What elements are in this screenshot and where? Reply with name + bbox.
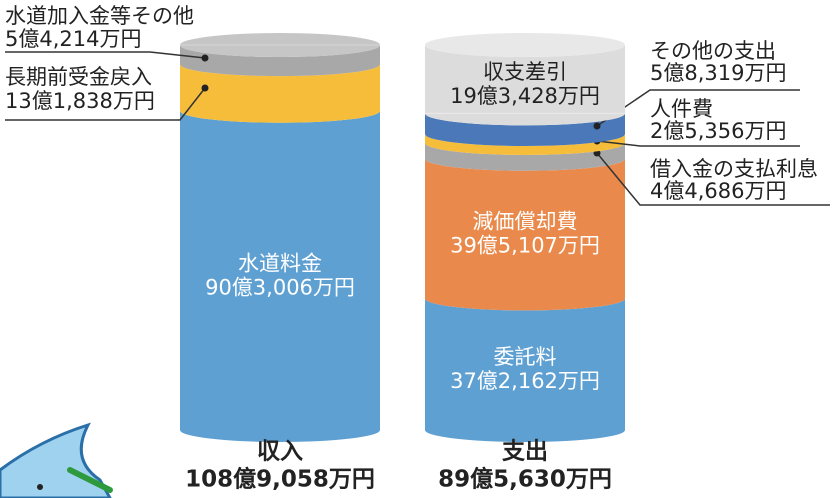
leader-dot (594, 123, 601, 130)
segment-value-label: 5億4,214万円 (5, 27, 141, 51)
segment-value-label: 39億5,107万円 (450, 234, 600, 258)
segment-name: 収支差引 (483, 60, 567, 84)
page: 水道料金90億3,006万円 長期前受金戻入13億1,838万円 水道加入金等その他… (0, 0, 835, 498)
mascot (0, 425, 110, 498)
column-total-label: 89億5,630万円 (438, 466, 612, 493)
segment-name: その他の支出 (650, 39, 776, 63)
segment-name: 長期前受金戻入 (5, 65, 152, 89)
cylinder-top (425, 33, 625, 57)
segment-name: 借入金の支払利息 (650, 157, 818, 181)
leader-dot (202, 85, 209, 92)
segment-value-label: 37億2,162万円 (450, 369, 600, 393)
segment-name: 減価償却費 (473, 210, 578, 234)
segment-value-label: 13億1,838万円 (5, 89, 155, 113)
chart: 水道料金90億3,006万円 長期前受金戻入13億1,838万円 水道加入金等その他… (0, 0, 835, 498)
segment-name: 人件費 (650, 97, 713, 121)
segment-value-label: 19億3,428万円 (450, 84, 600, 108)
column-name: 支出 (501, 439, 548, 465)
segment-name: 水道料金 (238, 251, 322, 275)
segment-value-label: 2億5,356万円 (650, 119, 786, 143)
leader-dot (202, 55, 209, 62)
segment-value-label: 4億4,686万円 (650, 179, 786, 203)
column-name: 収入 (257, 439, 303, 465)
column-total-label: 108億9,058万円 (185, 466, 375, 493)
segment-value-label: 5億8,319万円 (650, 61, 786, 85)
segment-name: 委託料 (494, 345, 557, 369)
leader-line (5, 52, 205, 58)
segment-name: 水道加入金等その他 (5, 4, 194, 28)
segment-value-label: 90億3,006万円 (205, 275, 355, 299)
